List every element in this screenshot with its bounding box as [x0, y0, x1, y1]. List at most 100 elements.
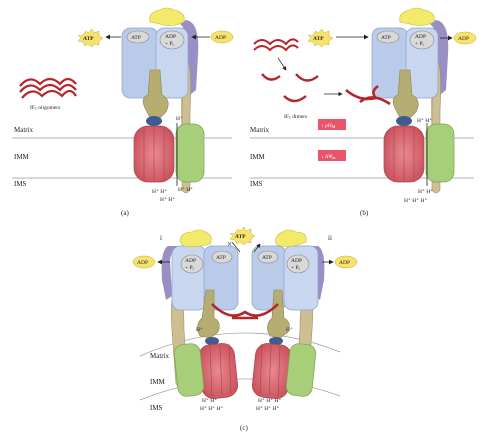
central-stalk-c-right [267, 289, 290, 339]
if1-dimers [261, 73, 319, 103]
f1-pi-a: + Pi [165, 41, 175, 47]
c-ring-b [383, 125, 425, 183]
epsilon-c-left [205, 337, 219, 345]
h-plus-c-left: H⁺ [196, 327, 203, 333]
adp-ellipse-c-left [180, 254, 204, 274]
ph-box: ↓ pHM [318, 119, 346, 130]
oscp-c-left [179, 229, 212, 247]
oscp-c-right [275, 229, 307, 247]
atp-ellipse-a [126, 30, 150, 44]
peripheral-stalk-b [430, 20, 449, 95]
h-bottom-a-3: H⁺ H⁺ [160, 197, 175, 203]
h-plus-top-b: H⁺ H⁺ [417, 118, 432, 124]
f1-c-left-pi: + Pi [185, 265, 195, 271]
svg-text:ADP: ADP [215, 35, 226, 41]
c-ring-c-right [252, 343, 292, 399]
adp-ellipse-c-right [286, 254, 310, 274]
atp-ellipse-c-left [211, 250, 233, 264]
caption-b: (b) [360, 209, 369, 217]
c-ring-c-left [198, 343, 238, 399]
a-subunit-c-right [285, 343, 317, 397]
if1-oligomer-label: IF1 oligomers [30, 105, 60, 111]
if1-dimer-bridge [211, 303, 279, 320]
svg-text:ADP: ADP [339, 260, 350, 266]
atp-starburst-c: ATP [229, 226, 256, 246]
matrix-label-b: Matrix [250, 126, 270, 134]
epsilon-subunit-b [396, 116, 412, 126]
ims-label-b: IMS [250, 180, 263, 188]
f1-pi-b: + Pi [415, 41, 425, 47]
f1-c-left-atp: ATP [216, 255, 226, 261]
caption-a: (a) [121, 209, 129, 217]
imm-label-a: IMM [14, 153, 30, 161]
h-bottom-c-right-1: H⁺ H⁺ H⁺ [258, 398, 281, 404]
adp-bubble-a: ADP [210, 30, 234, 44]
panel-a: Matrix IMM IMS ATP ADP + Pi [12, 7, 234, 217]
oligomer-to-dimer-arrow [277, 57, 287, 71]
if1-dimer-label: IF1 dimers [284, 114, 307, 120]
imm-label-b: IMM [250, 153, 266, 161]
atp-starburst-a: ATP [77, 28, 104, 48]
imm-label-c: IMM [150, 378, 166, 386]
a-subunit-a [175, 123, 205, 183]
if1-bound-b [345, 84, 391, 106]
epsilon-c-right [269, 337, 283, 345]
f1-c-right-pi: + Pi [291, 265, 301, 271]
oscp-subunit-b [399, 7, 435, 26]
f1-atp-b: ATP [381, 35, 391, 41]
f1-c-right-adp: ADP [291, 258, 302, 264]
f1-atp-a: ATP [131, 35, 141, 41]
f1-adp-b: ADP [415, 34, 426, 40]
svg-text:ADP: ADP [137, 260, 148, 266]
peripheral-stalk-c-left [161, 246, 178, 300]
f1-adp-a: ADP [165, 34, 176, 40]
if1-oligomer-b [253, 38, 299, 52]
atp-starburst-b: ATP [307, 28, 334, 48]
atp-ellipse-c-right [257, 250, 279, 264]
svg-text:ADP: ADP [458, 36, 469, 42]
panel-b: Matrix IMM IMS ↓ pHM ↓ ΔΨm ATP ADP + Pi [250, 7, 477, 217]
blocked-arrow-c [231, 241, 241, 253]
adp-ellipse-a [159, 30, 185, 50]
adp-bubble-c-right: ADP [334, 255, 358, 269]
h-bottom-a-2: H⁺ H⁺ [178, 187, 193, 193]
h-bottom-a-1: H⁺ H⁺ [152, 189, 167, 195]
svg-text:ATP: ATP [235, 234, 246, 240]
adp-bubble-c-left: ADP [132, 255, 156, 269]
adp-bubble-b: ADP [453, 31, 477, 45]
oscp-subunit-a [149, 7, 185, 26]
f1-c-right-atp: ATP [262, 255, 272, 261]
matrix-label-a: Matrix [14, 126, 34, 134]
label-i: i [160, 234, 162, 242]
panel-c: Matrix IMM IMS i ii ADP + Pi ATP H⁺ H⁺ H… [132, 226, 358, 432]
central-stalk-c-left [197, 289, 220, 339]
f1-c-left-adp: ADP [185, 258, 196, 264]
h-plus-c-right: H⁺ [286, 327, 293, 333]
dpsi-box: ↓ ΔΨm [318, 150, 346, 161]
ims-curve-c [139, 378, 341, 401]
svg-text:↓ pHM: ↓ pHM [321, 123, 336, 129]
h-bottom-c-left-1: H⁺ H⁺ [202, 398, 217, 404]
h-bottom-c-right-2: H⁺ H⁺ H⁺ [256, 406, 279, 412]
a-subunit-c-left [173, 343, 205, 397]
ims-label-a: IMS [14, 180, 27, 188]
atp-ellipse-b [376, 30, 400, 44]
h-plus-top-a: H⁺ [176, 116, 183, 122]
matrix-curve-c [139, 332, 341, 357]
label-ii: ii [328, 234, 332, 242]
ims-label-c: IMS [150, 404, 163, 412]
release-arrow-c [253, 243, 261, 253]
h-bottom-c-left-2: H⁺ H⁺ H⁺ [200, 406, 223, 412]
c-ring-a [133, 125, 175, 183]
caption-c: (c) [240, 424, 248, 432]
svg-text:↓ ΔΨm: ↓ ΔΨm [321, 154, 336, 160]
svg-text:ATP: ATP [313, 36, 324, 42]
h-bottom-b-2: H⁺ H⁺ H⁺ [404, 198, 427, 204]
epsilon-subunit-a [146, 116, 162, 126]
matrix-label-c: Matrix [150, 352, 170, 360]
adp-ellipse-b [409, 30, 435, 50]
svg-text:ATP: ATP [83, 36, 94, 42]
a-subunit-b [425, 123, 455, 183]
if1-oligomers [19, 77, 77, 99]
